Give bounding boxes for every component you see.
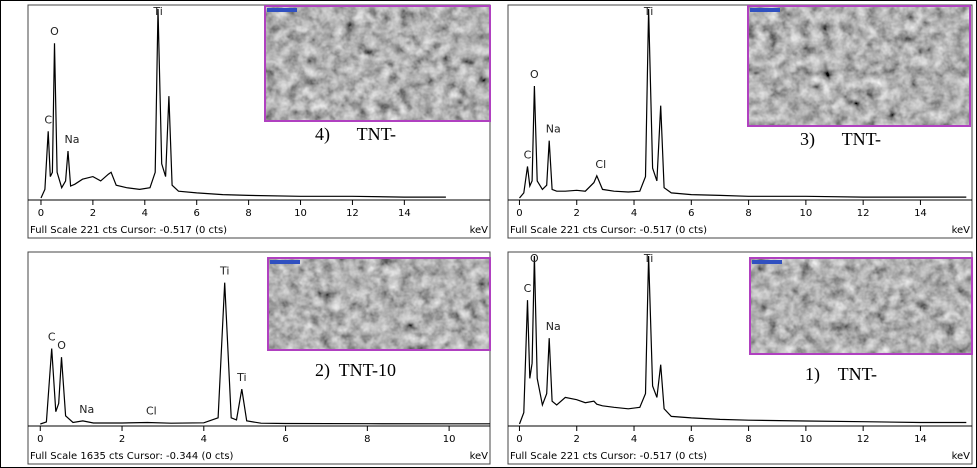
peak-label: O: [57, 339, 66, 352]
footer: Full Scale 221 cts Cursor: -0.517 (0 cts…: [510, 225, 707, 236]
x-tick-label: 4: [201, 434, 207, 445]
sem-image: [265, 6, 490, 121]
x-tick-label: 8: [745, 434, 751, 445]
x-tick-label: 8: [364, 434, 370, 445]
x-tick-label: 2: [119, 434, 125, 445]
x-tick-label: 2: [574, 434, 580, 445]
peak-label: C: [44, 113, 52, 126]
x-tick-label: 10: [294, 208, 307, 219]
x-tick-label: 0: [37, 434, 43, 445]
x-tick-label: 6: [194, 208, 200, 219]
figure: CONaTi02468101214Full Scale 221 cts Curs…: [0, 0, 977, 468]
sem-image-tag: [270, 260, 300, 264]
caption: 3) TNT-: [800, 129, 881, 150]
x-tick-label: 0: [38, 208, 44, 219]
x-tick-label: 10: [800, 208, 813, 219]
x-tick-label: 0: [516, 434, 522, 445]
sem-image: [748, 6, 970, 126]
x-tick-label: 10: [800, 434, 813, 445]
peak-label: Ti: [152, 5, 162, 18]
x-tick-label: 14: [398, 208, 411, 219]
peak-label: Na: [79, 403, 94, 416]
x-tick-label: 10: [443, 434, 456, 445]
x-tick-label: 8: [245, 208, 251, 219]
sem-image-tag: [750, 8, 780, 12]
peak-label: Ti: [236, 371, 246, 384]
x-tick-label: 6: [688, 434, 694, 445]
peak-label: Ti: [643, 252, 653, 265]
sem-image: [268, 258, 490, 350]
caption: 1) TNT-: [805, 364, 877, 385]
sem-image: [750, 258, 972, 354]
x-tick-label: 12: [857, 434, 870, 445]
peak-label: Na: [546, 123, 561, 136]
x-tick-label: 14: [914, 208, 927, 219]
x-tick-label: 2: [574, 208, 580, 219]
x-tick-label: 12: [857, 208, 870, 219]
footer: Full Scale 1635 cts Cursor: -0.344 (0 ct…: [30, 451, 234, 462]
x-tick-label: 2: [90, 208, 96, 219]
x-axis-label: keV: [952, 451, 971, 462]
x-tick-label: 14: [914, 434, 927, 445]
x-axis-label: keV: [952, 225, 971, 236]
peak-label: Na: [546, 320, 561, 333]
x-tick-label: 8: [745, 208, 751, 219]
footer: Full Scale 221 cts Cursor: -0.517 (0 cts…: [30, 225, 227, 236]
peak-label: O: [530, 252, 539, 265]
x-axis-label: keV: [470, 451, 489, 462]
sem-image-tag: [267, 8, 297, 12]
peak-label: Cl: [146, 404, 157, 417]
x-tick-label: 6: [688, 208, 694, 219]
peak-label: C: [524, 148, 532, 161]
peak-label: Na: [64, 133, 79, 146]
x-tick-label: 12: [346, 208, 359, 219]
caption: 2) TNT-10: [315, 360, 396, 381]
sem-image-tag: [752, 260, 782, 264]
footer: Full Scale 221 cts Cursor: -0.517 (0 cts…: [510, 451, 707, 462]
x-tick-label: 4: [631, 208, 637, 219]
x-tick-label: 4: [142, 208, 148, 219]
peak-label: Ti: [219, 265, 229, 278]
peak-label: O: [530, 68, 539, 81]
x-tick-label: 4: [631, 434, 637, 445]
peak-label: Ti: [643, 5, 653, 18]
peak-label: Cl: [595, 158, 606, 171]
caption: 4) TNT-: [315, 124, 396, 145]
x-axis-label: keV: [470, 225, 489, 236]
peak-label: C: [48, 330, 56, 343]
peak-label: O: [50, 25, 59, 38]
peak-label: C: [524, 282, 532, 295]
x-tick-label: 0: [516, 208, 522, 219]
x-tick-label: 6: [282, 434, 288, 445]
